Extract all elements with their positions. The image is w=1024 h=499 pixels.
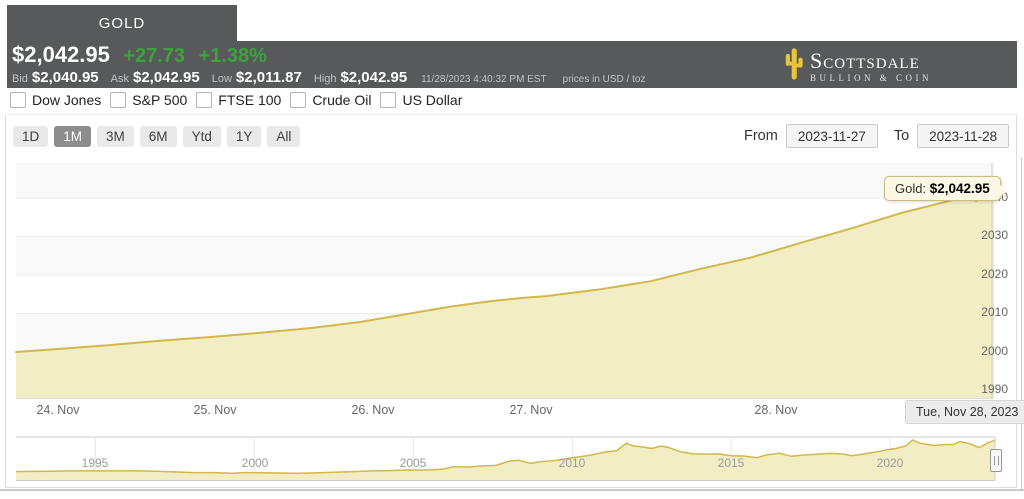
- compare-dow-jones[interactable]: Dow Jones: [10, 92, 101, 108]
- navigator-handle[interactable]: [990, 449, 1002, 472]
- ftse100-checkbox[interactable]: [196, 92, 213, 108]
- high-value: $2,042.95: [340, 69, 408, 86]
- compare-row: Dow Jones S&P 500 FTSE 100 Crude Oil US …: [10, 90, 471, 110]
- tooltip-notch: [999, 184, 1007, 197]
- ask-label: Ask: [110, 73, 129, 85]
- range-1y-button[interactable]: 1Y: [226, 126, 262, 147]
- x-tick-26nov: 26. Nov: [351, 403, 395, 417]
- logo-title: Scottsdale: [810, 47, 920, 73]
- compare-us-dollar[interactable]: US Dollar: [380, 92, 462, 108]
- tooltip-value: $2,042.95: [929, 181, 990, 196]
- compare-crude-oil[interactable]: Crude Oil: [290, 92, 371, 108]
- main-chart-area[interactable]: [16, 163, 994, 398]
- current-price: $2,042.95: [12, 42, 110, 67]
- from-label: From: [744, 128, 778, 144]
- range-6m-button[interactable]: 6M: [139, 126, 177, 147]
- x-tick-28nov: 28. Nov: [754, 403, 798, 417]
- navigator-area[interactable]: [16, 438, 995, 481]
- price-change-pct: +1.38%: [198, 45, 267, 67]
- range-1d-button[interactable]: 1D: [13, 126, 49, 147]
- us-dollar-checkbox[interactable]: [380, 92, 397, 108]
- x-tick-27nov: 27. Nov: [509, 403, 553, 417]
- range-ytd-button[interactable]: Ytd: [182, 126, 221, 147]
- tooltip-series-label: Gold:: [895, 181, 927, 196]
- range-3m-button[interactable]: 3M: [97, 126, 134, 147]
- to-label: To: [893, 128, 910, 144]
- bid-label: Bid: [12, 73, 28, 85]
- crude-oil-label: Crude Oil: [312, 92, 372, 108]
- range-all-button[interactable]: All: [267, 126, 301, 147]
- ftse100-label: FTSE 100: [218, 92, 282, 108]
- us-dollar-label: US Dollar: [402, 92, 463, 108]
- chart-tooltip: Gold: $2,042.95: [884, 176, 1007, 201]
- price-change: +27.73: [123, 45, 186, 67]
- low-value: $2,011.87: [235, 69, 302, 86]
- logo-subtitle: Bullion & Coin: [810, 72, 932, 83]
- cactus-icon: [783, 46, 805, 87]
- price-row: $2,042.95 +27.73 +1.38%: [12, 42, 267, 68]
- scottsdale-logo: Scottsdale Bullion & Coin: [783, 46, 932, 87]
- high-label: High: [313, 73, 337, 85]
- page-bottom-divider: [0, 489, 1024, 491]
- range-selector: 1D 1M 3M 6M Ytd 1Y All: [13, 126, 306, 147]
- current-date-flag: Tue, Nov 28, 2023: [905, 400, 1024, 424]
- compare-ftse100[interactable]: FTSE 100: [196, 92, 281, 108]
- quote-header: $2,042.95 +27.73 +1.38% Bid $2,040.95 As…: [7, 41, 1017, 88]
- dow-jones-checkbox[interactable]: [10, 92, 26, 108]
- chart-frame: [5, 114, 1017, 488]
- x-tick-25nov: 25. Nov: [193, 403, 237, 417]
- x-tick-24nov: 24. Nov: [36, 403, 80, 417]
- sp500-checkbox[interactable]: [110, 92, 127, 108]
- to-date-input[interactable]: [917, 124, 1010, 148]
- bid-value: $2,040.95: [31, 69, 99, 86]
- low-label: Low: [211, 73, 232, 85]
- compare-sp500[interactable]: S&P 500: [110, 92, 187, 108]
- quote-timestamp: 11/28/2023 4:40:32 PM EST: [421, 74, 547, 85]
- sp500-label: S&P 500: [132, 92, 188, 108]
- tab-gold[interactable]: GOLD: [7, 5, 237, 41]
- tab-gold-label: GOLD: [98, 14, 146, 32]
- ask-value: $2,042.95: [132, 69, 200, 86]
- from-date-input[interactable]: [785, 124, 878, 148]
- dow-jones-label: Dow Jones: [32, 92, 102, 108]
- date-range-controls: From To: [744, 124, 1010, 148]
- unit-note: prices in USD / toz: [562, 74, 646, 85]
- bid-ask-row: Bid $2,040.95 Ask $2,042.95 Low $2,011.8…: [12, 69, 645, 86]
- page-right-edge: [1021, 157, 1022, 490]
- range-1m-button[interactable]: 1M: [54, 126, 92, 147]
- crude-oil-checkbox[interactable]: [290, 92, 307, 108]
